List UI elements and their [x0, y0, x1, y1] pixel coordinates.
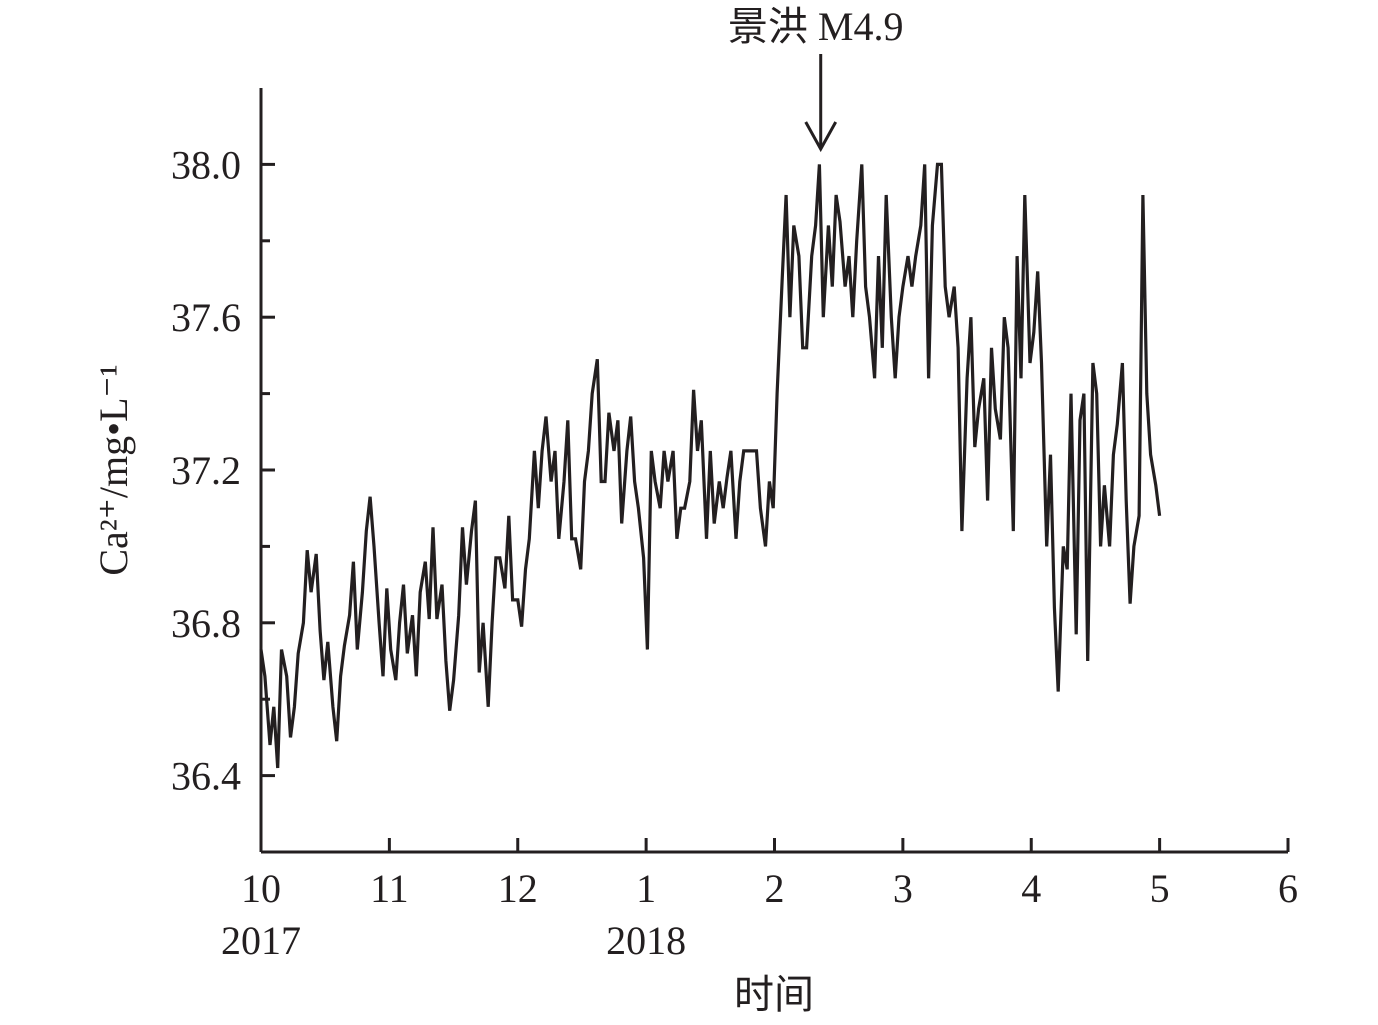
x-tick-label: 3 [893, 866, 913, 911]
y-tick-label: 36.4 [171, 754, 241, 799]
y-axis-label: Ca²⁺/mg•L⁻¹ [91, 364, 136, 575]
data-line [259, 162, 1162, 769]
x-tick-label: 5 [1150, 866, 1170, 911]
y-tick-label: 37.2 [171, 448, 241, 493]
x-axis-label: 时间 [734, 972, 814, 1017]
year-label: 2018 [606, 918, 686, 963]
year-label: 2017 [221, 918, 301, 963]
y-tick-label: 38.0 [171, 142, 241, 187]
x-tick-label: 6 [1278, 866, 1298, 911]
x-tick-label: 10 [241, 866, 281, 911]
y-tick-label: 37.6 [171, 295, 241, 340]
x-tick-label: 1 [636, 866, 656, 911]
x-tick-label: 12 [498, 866, 538, 911]
annotation-label: 景洪 M4.9 [728, 4, 904, 49]
y-tick-label: 36.8 [171, 601, 241, 646]
annotation-arrowhead [804, 121, 838, 153]
x-tick-label: 2 [765, 866, 785, 911]
x-tick-label: 4 [1021, 866, 1041, 911]
x-tick-label: 11 [370, 866, 409, 911]
